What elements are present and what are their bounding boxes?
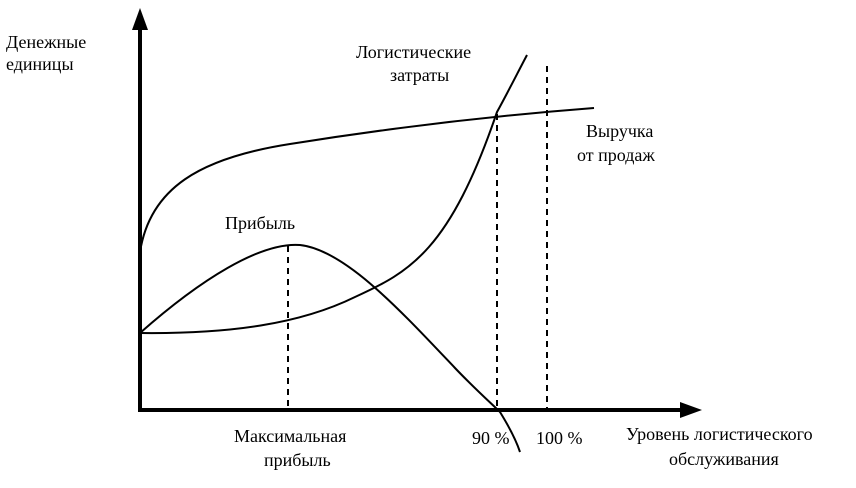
level-100-label: 100 % [536,428,583,448]
y-axis-arrowhead [132,8,148,30]
profit-label: Прибыль [225,213,295,233]
revenue-label-line1: Выручка [586,121,653,141]
logistics-costs-label-line2: затраты [390,65,449,85]
axes [132,8,702,418]
logistics-costs-curve [139,54,528,335]
max-profit-label-line2: прибыль [264,450,331,470]
y-axis-label-line1: Денежные [6,32,86,52]
level-90-label: 90 % [472,428,510,448]
x-axis-arrowhead [680,402,702,418]
x-axis-label-line1: Уровень логистического [626,424,813,444]
logistics-costs-label-line1: Логистические [356,42,471,62]
max-profit-label-line1: Максимальная [234,426,346,446]
y-axis-label-line2: единицы [6,54,74,74]
revenue-label-line2: от продаж [577,145,655,165]
profit-curve [139,243,521,453]
revenue-curve [139,107,595,253]
x-axis-label-line2: обслуживания [669,449,779,469]
